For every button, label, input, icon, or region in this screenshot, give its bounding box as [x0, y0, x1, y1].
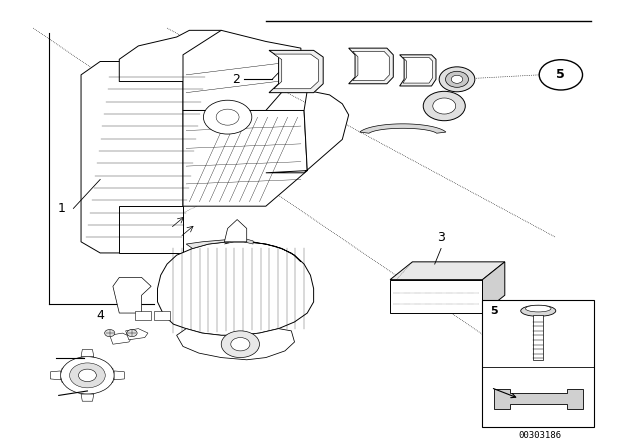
Polygon shape [157, 242, 314, 335]
Ellipse shape [525, 305, 551, 312]
Polygon shape [125, 329, 148, 340]
Circle shape [70, 363, 105, 388]
Polygon shape [390, 262, 505, 280]
Polygon shape [399, 55, 436, 86]
Polygon shape [81, 61, 183, 253]
Polygon shape [51, 371, 61, 380]
Polygon shape [114, 371, 124, 380]
Circle shape [221, 331, 259, 358]
Text: 5: 5 [557, 69, 565, 82]
Polygon shape [177, 329, 294, 360]
Polygon shape [269, 50, 323, 93]
Bar [135, 311, 151, 320]
Polygon shape [353, 52, 389, 81]
Polygon shape [113, 277, 151, 313]
Circle shape [216, 109, 239, 125]
Circle shape [104, 330, 115, 336]
Polygon shape [81, 394, 94, 401]
Polygon shape [225, 238, 253, 244]
Circle shape [127, 330, 137, 336]
Text: 1: 1 [58, 202, 66, 215]
Polygon shape [266, 90, 349, 173]
Polygon shape [109, 333, 132, 344]
Circle shape [61, 357, 114, 394]
Polygon shape [183, 30, 301, 111]
Text: 00303186: 00303186 [518, 431, 561, 440]
Polygon shape [483, 262, 505, 313]
Polygon shape [274, 54, 318, 89]
Bar [533, 315, 543, 360]
Circle shape [79, 369, 97, 382]
Polygon shape [81, 349, 94, 357]
Polygon shape [360, 124, 446, 133]
Polygon shape [119, 30, 221, 82]
Text: 2: 2 [232, 73, 241, 86]
Polygon shape [403, 57, 433, 83]
Text: 3: 3 [437, 231, 445, 244]
Polygon shape [225, 220, 246, 242]
Circle shape [439, 67, 475, 92]
Polygon shape [186, 240, 301, 262]
Text: 4: 4 [96, 309, 104, 322]
Circle shape [433, 98, 456, 114]
Polygon shape [349, 48, 394, 84]
Polygon shape [390, 280, 483, 313]
Text: 5: 5 [490, 306, 498, 316]
Polygon shape [119, 206, 183, 253]
Polygon shape [494, 389, 582, 409]
Bar [154, 311, 170, 320]
Circle shape [231, 337, 250, 351]
Ellipse shape [521, 305, 556, 316]
Circle shape [540, 60, 582, 90]
Circle shape [445, 71, 468, 87]
Circle shape [423, 91, 465, 121]
Circle shape [451, 75, 463, 83]
Circle shape [204, 100, 252, 134]
Polygon shape [183, 111, 307, 206]
Bar [483, 300, 594, 426]
